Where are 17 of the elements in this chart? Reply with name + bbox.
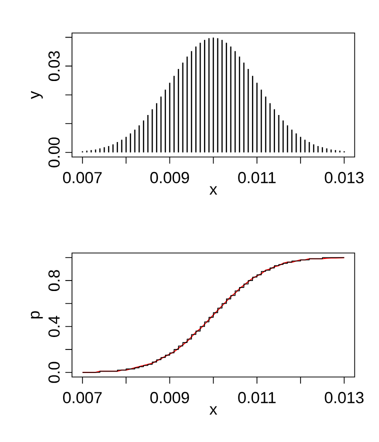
x-axis-title: x: [210, 186, 218, 195]
x-tick-label: 0.011: [238, 392, 276, 404]
y-tick-label: 0.03: [48, 51, 60, 82]
x-tick-label: 0.007: [63, 392, 102, 404]
x-axis-title: x: [210, 406, 218, 415]
x-tick-label: 0.007: [63, 172, 102, 184]
y-tick-label: 0.4: [48, 316, 60, 337]
x-tick-label: 0.013: [324, 172, 364, 184]
y-tick-label: 0.8: [48, 270, 60, 292]
y-axis-title: p: [30, 311, 43, 318]
x-tick-label: 0.009: [150, 172, 189, 184]
y-axis-title: y: [31, 91, 43, 99]
x-tick-label: 0.011: [238, 172, 276, 184]
y-tick-label: 0.0: [48, 362, 60, 383]
x-tick-label: 0.013: [324, 392, 364, 404]
x-tick-label: 0.009: [150, 392, 189, 404]
y-tick-label: 0.00: [48, 137, 60, 168]
